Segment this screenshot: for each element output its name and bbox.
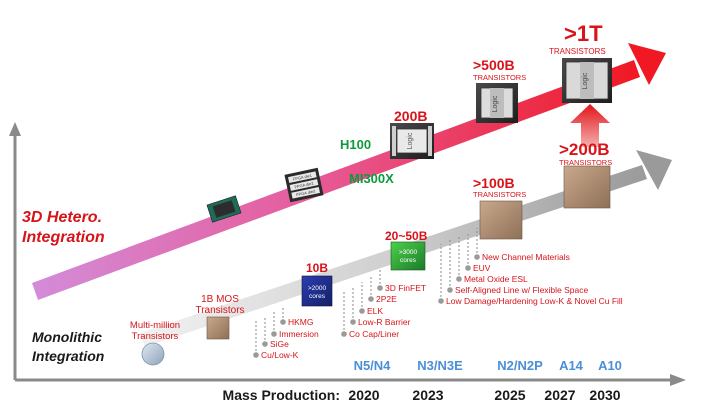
core-label-1b: cores bbox=[309, 293, 326, 300]
tech-dot bbox=[368, 296, 374, 302]
tech-label: SiGe bbox=[270, 339, 289, 349]
tech-dot bbox=[253, 352, 259, 358]
node-a14: A14 bbox=[559, 358, 584, 373]
node-n3: N3/N3E bbox=[417, 358, 463, 373]
tech-label: Low Damage/Hardening Low-K & Novel Cu Fi… bbox=[446, 296, 623, 306]
multi-million-line2: Transistors bbox=[132, 331, 179, 342]
count-200b: 200B bbox=[394, 108, 427, 124]
transistors-200b-mono: TRANSISTORS bbox=[559, 158, 612, 167]
hetero-label-line1: 3D Hetero. bbox=[22, 209, 102, 226]
transistors-1t: TRANSISTORS bbox=[549, 47, 606, 56]
hetero-label-line2: Integration bbox=[22, 229, 105, 246]
transistors-100b: TRANSISTORS bbox=[473, 190, 526, 199]
count-500b: >500B bbox=[473, 57, 515, 73]
node-a10: A10 bbox=[598, 358, 622, 373]
tech-label: HKMG bbox=[288, 317, 314, 327]
up-arrow bbox=[570, 104, 610, 147]
year-2025: 2025 bbox=[494, 387, 525, 403]
year-2030: 2030 bbox=[589, 387, 620, 403]
hetero-labels: H100 MI300X 200B >500B TRANSISTORS >1T T… bbox=[340, 21, 606, 186]
die-10b: >2000 cores bbox=[301, 275, 333, 307]
year-2027: 2027 bbox=[544, 387, 575, 403]
x-axis-arrowhead bbox=[670, 374, 686, 386]
tech-dot bbox=[341, 331, 347, 337]
h100-label: H100 bbox=[340, 137, 371, 152]
chip-package-fpga: FPGA die1 FPGA die2 FPGA die3 bbox=[284, 167, 324, 203]
year-2023: 2023 bbox=[412, 387, 443, 403]
mono-labels: Multi-million Transistors 1B MOS Transis… bbox=[130, 140, 612, 342]
count-20-50b: 20~50B bbox=[385, 229, 428, 243]
mono-label-line2: Integration bbox=[32, 348, 104, 364]
mos-line1: 1B MOS bbox=[201, 294, 239, 305]
tech-dot bbox=[377, 285, 383, 291]
mass-production-label: Mass Production: bbox=[223, 387, 340, 403]
year-2020: 2020 bbox=[348, 387, 379, 403]
mono-chips: >2000 cores >3000 cores bbox=[141, 165, 611, 366]
fpga-die1-text: FPGA die1 bbox=[292, 173, 313, 182]
wafer-image bbox=[141, 342, 165, 366]
tech-label: Self-Aligned Line w/ Flexible Space bbox=[455, 285, 589, 295]
mi300x-label: MI300X bbox=[349, 171, 394, 186]
tech-label: Co Cap/Liner bbox=[349, 329, 399, 339]
core-label-1a: >2000 bbox=[308, 285, 327, 292]
left-labels: 3D Hetero. Integration Monolithic Integr… bbox=[22, 209, 105, 364]
axes bbox=[9, 122, 686, 386]
tech-dot bbox=[262, 341, 268, 347]
count-1t: >1T bbox=[564, 21, 603, 46]
tech-label: 2P2E bbox=[376, 294, 397, 304]
multi-million-line1: Multi-million bbox=[130, 320, 180, 331]
core-label-2b: cores bbox=[400, 257, 417, 264]
tech-dot bbox=[465, 265, 471, 271]
tech-label: New Channel Materials bbox=[482, 252, 570, 262]
tech-label: Cu/Low-K bbox=[261, 350, 299, 360]
core-label-2a: >3000 bbox=[399, 249, 418, 256]
tech-dot bbox=[456, 276, 462, 282]
node-n2: N2/N2P bbox=[497, 358, 543, 373]
tech-dot bbox=[271, 331, 277, 337]
die-100b bbox=[479, 200, 523, 240]
chip-package-500b: Logic bbox=[476, 83, 518, 123]
die-20-50b: >3000 cores bbox=[390, 241, 426, 271]
transistors-500b: TRANSISTORS bbox=[473, 73, 526, 82]
chip-package-green bbox=[206, 195, 242, 223]
tech-dot bbox=[350, 319, 356, 325]
tech-dot bbox=[438, 298, 444, 304]
mos-line2: Transistors bbox=[195, 305, 244, 316]
tech-label: EUV bbox=[473, 263, 491, 273]
tech-label: Immersion bbox=[279, 329, 319, 339]
tech-dot bbox=[359, 308, 365, 314]
tech-label: Low-R Barrier bbox=[358, 317, 411, 327]
tech-label: Metal Oxide ESL bbox=[464, 274, 528, 284]
tech-dot bbox=[474, 254, 480, 260]
chip-package-200b: Logic bbox=[390, 123, 434, 159]
logic-text-2: Logic bbox=[492, 95, 499, 112]
mos-die-image bbox=[206, 316, 230, 340]
fpga-die3-text: FPGA die3 bbox=[296, 188, 317, 197]
footer: N5/N4 N3/N3E N2/N2P A14 A10 Mass Product… bbox=[223, 358, 622, 403]
count-10b: 10B bbox=[306, 261, 328, 275]
hetero-chips: FPGA die1 FPGA die2 FPGA die3 Logic Logi… bbox=[206, 58, 612, 223]
count-100b: >100B bbox=[473, 175, 515, 191]
node-n5: N5/N4 bbox=[354, 358, 392, 373]
logic-text-3: Logic bbox=[582, 72, 589, 89]
count-200b-mono: >200B bbox=[559, 140, 610, 159]
mono-label-line1: Monolithic bbox=[32, 329, 102, 345]
y-axis-arrowhead bbox=[9, 122, 21, 136]
tech-dot bbox=[280, 319, 286, 325]
tech-label: 3D FinFET bbox=[385, 283, 426, 293]
chip-package-1t: Logic bbox=[562, 58, 612, 103]
fpga-die2-text: FPGA die2 bbox=[294, 180, 315, 189]
die-200b bbox=[563, 165, 611, 209]
tech-dot bbox=[447, 287, 453, 293]
tech-label: ELK bbox=[367, 306, 383, 316]
logic-text-1: Logic bbox=[407, 132, 414, 149]
